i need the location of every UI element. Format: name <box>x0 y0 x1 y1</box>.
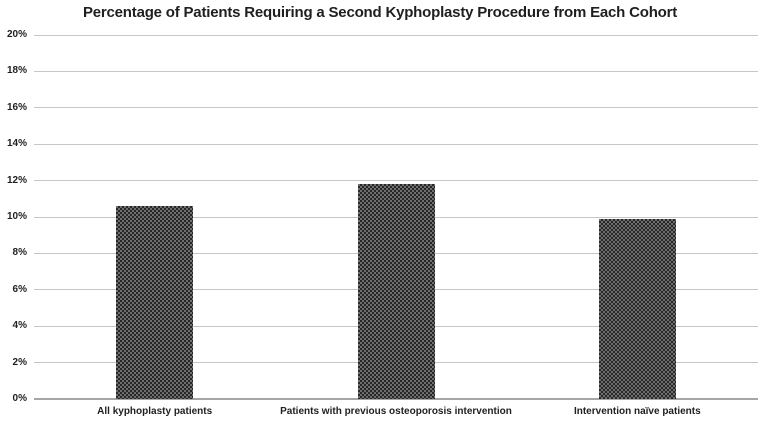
y-axis-tick-label: 14% <box>6 138 27 150</box>
gridline-18% <box>34 70 758 72</box>
y-axis-tick-label: 16% <box>6 101 27 113</box>
y-axis-tick-label: 12% <box>6 174 27 186</box>
gridline-12% <box>34 180 758 182</box>
bar-all-kyphoplasty-patients <box>116 206 194 399</box>
y-axis-tick-label: 6% <box>12 283 27 295</box>
x-axis-line <box>34 398 758 400</box>
bar-intervention-na-ve-patients <box>598 218 676 399</box>
chart-title: Percentage of Patients Requiring a Secon… <box>82 4 678 21</box>
y-axis-tick-label: 18% <box>6 65 27 77</box>
y-axis-tick-label: 4% <box>12 320 27 332</box>
bar-patients-with-previous-osteoporosis-intervention <box>357 184 435 399</box>
gridline-16% <box>34 107 758 109</box>
y-axis-tick-label: 20% <box>6 29 27 40</box>
y-axis-tick-label: 8% <box>12 247 27 259</box>
y-axis-tick-label: 2% <box>12 356 27 368</box>
x-axis-category-label: Patients with previous osteoporosis inte… <box>280 406 512 417</box>
x-axis-category-label: All kyphoplasty patients <box>97 406 213 417</box>
gridline-14% <box>34 143 758 145</box>
gridline-20% <box>34 34 758 36</box>
y-axis-tick-label: 0% <box>12 393 27 404</box>
y-axis-tick-label: 10% <box>6 211 27 222</box>
x-axis-category-label: Intervention naïve patients <box>573 406 701 417</box>
